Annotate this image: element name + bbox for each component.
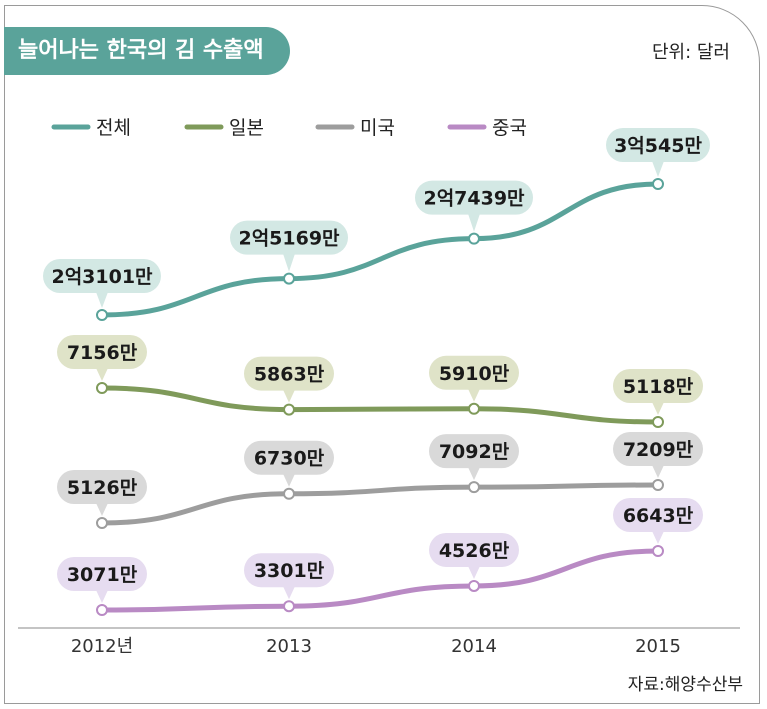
data-point bbox=[652, 178, 664, 190]
data-label: 5126만 bbox=[67, 477, 138, 499]
data-point bbox=[652, 545, 664, 557]
legend-item: 중국 bbox=[492, 117, 527, 139]
data-label-bubble bbox=[43, 259, 161, 293]
data-label-pointer bbox=[96, 292, 108, 308]
data-label-pointer bbox=[652, 402, 664, 415]
data-label: 3071만 bbox=[67, 564, 138, 586]
data-label: 7156만 bbox=[67, 342, 138, 364]
data-point bbox=[652, 416, 664, 428]
x-tick-label: 2015 bbox=[635, 636, 681, 657]
data-label-pointer bbox=[468, 213, 480, 232]
data-point bbox=[283, 272, 295, 285]
data-label-bubble bbox=[57, 557, 147, 591]
data-label-bubble bbox=[57, 335, 147, 369]
data-point bbox=[96, 309, 108, 321]
data-label-bubble bbox=[606, 128, 710, 162]
data-label-bubble bbox=[230, 220, 348, 255]
data-label-bubble bbox=[244, 440, 334, 475]
data-label: 3301만 bbox=[254, 560, 325, 582]
data-label: 3억545만 bbox=[614, 135, 702, 157]
data-label: 7209만 bbox=[623, 439, 694, 461]
data-point bbox=[96, 517, 108, 529]
data-label: 2억5169만 bbox=[238, 228, 340, 250]
data-label: 2억7439만 bbox=[423, 188, 525, 210]
data-point bbox=[468, 579, 480, 592]
data-label-bubble bbox=[415, 180, 533, 215]
x-tick-label: 2014 bbox=[451, 636, 497, 657]
data-point bbox=[96, 382, 108, 394]
data-label-pointer bbox=[652, 465, 664, 478]
data-label-pointer bbox=[652, 161, 664, 177]
data-label: 4526만 bbox=[439, 540, 510, 562]
data-label: 5910만 bbox=[439, 363, 510, 385]
data-label-pointer bbox=[283, 253, 295, 272]
data-label-bubble bbox=[613, 432, 703, 466]
data-label: 6730만 bbox=[254, 448, 325, 470]
x-tick-label: 2013 bbox=[266, 636, 312, 657]
data-label-pointer bbox=[468, 388, 480, 402]
data-point bbox=[468, 232, 480, 245]
series-line bbox=[99, 548, 661, 613]
data-label-pointer bbox=[96, 368, 108, 381]
data-label-pointer bbox=[468, 467, 480, 481]
data-label-pointer bbox=[283, 473, 295, 487]
data-label: 6643만 bbox=[623, 505, 694, 527]
data-label-pointer bbox=[283, 586, 295, 600]
data-label-pointer bbox=[96, 590, 108, 603]
data-label: 5118만 bbox=[623, 376, 694, 398]
legend-item: 전체 bbox=[96, 117, 131, 139]
series-line bbox=[99, 181, 661, 318]
data-point bbox=[283, 600, 295, 613]
series-line bbox=[99, 482, 661, 526]
data-label-pointer bbox=[283, 389, 295, 403]
data-label: 2억3101만 bbox=[51, 266, 153, 288]
data-point bbox=[652, 479, 664, 491]
data-label: 5863만 bbox=[254, 364, 325, 386]
data-label-bubble bbox=[429, 434, 519, 469]
data-label-bubble bbox=[613, 498, 703, 532]
data-point bbox=[468, 481, 480, 494]
data-label-bubble bbox=[429, 355, 519, 390]
data-label-bubble bbox=[57, 470, 147, 504]
data-label-bubble bbox=[429, 532, 519, 567]
data-label-pointer bbox=[96, 503, 108, 516]
data-label: 7092만 bbox=[439, 441, 510, 463]
data-label-bubble bbox=[613, 369, 703, 403]
data-label-pointer bbox=[652, 531, 664, 544]
legend-item: 일본 bbox=[229, 117, 264, 139]
data-label-pointer bbox=[468, 565, 480, 579]
data-label-bubble bbox=[244, 356, 334, 391]
legend-item: 미국 bbox=[360, 117, 395, 139]
source-label: 자료:해양수산부 bbox=[627, 675, 743, 695]
series-line bbox=[99, 385, 661, 425]
unit-label: 단위: 달러 bbox=[651, 42, 730, 63]
chart-title: 늘어나는 한국의 김 수출액 bbox=[4, 27, 290, 75]
data-point bbox=[283, 403, 295, 416]
data-point bbox=[283, 487, 295, 500]
data-label-bubble bbox=[244, 553, 334, 588]
x-tick-label: 2012년 bbox=[71, 636, 133, 657]
data-point bbox=[96, 604, 108, 616]
data-point bbox=[468, 402, 480, 415]
